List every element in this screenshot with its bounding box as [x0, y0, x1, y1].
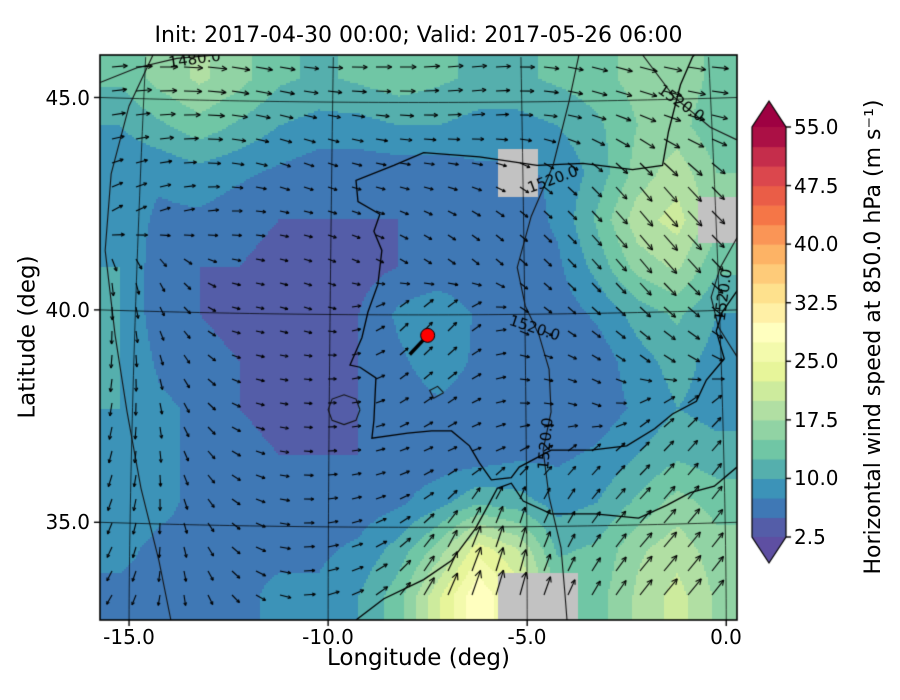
y-axis-label: Latitude (deg)	[14, 255, 41, 419]
y-tick-label-0: 35.0	[45, 510, 90, 534]
cb-tick-label-5: 17.5	[794, 408, 839, 432]
cb-tick-label-3: 32.5	[794, 291, 839, 315]
cb-tick-label-2: 40.0	[794, 232, 839, 256]
y-tick-label-1: 40.0	[45, 298, 90, 322]
plot-title: Init: 2017-04-30 00:00; Valid: 2017-05-2…	[154, 23, 683, 48]
x-tick-label-0: -15.0	[103, 625, 155, 649]
cb-tick-label-6: 10.0	[794, 466, 839, 490]
cb-tick-label-0: 55.0	[794, 115, 839, 139]
cb-tick-label-7: 2.5	[794, 525, 826, 549]
x-tick-label-1: -10.0	[302, 625, 354, 649]
x-tick-label-3: 0.0	[710, 625, 742, 649]
y-tick-label-2: 45.0	[45, 86, 90, 110]
colorbar-label: Horizontal wind speed at 850.0 hPa (m s⁻…	[861, 99, 886, 575]
cb-tick-label-4: 25.0	[794, 349, 839, 373]
x-axis-label: Longitude (deg)	[326, 645, 510, 671]
x-tick-label-2: -5.0	[507, 625, 547, 649]
cb-tick-label-1: 47.5	[794, 174, 839, 198]
